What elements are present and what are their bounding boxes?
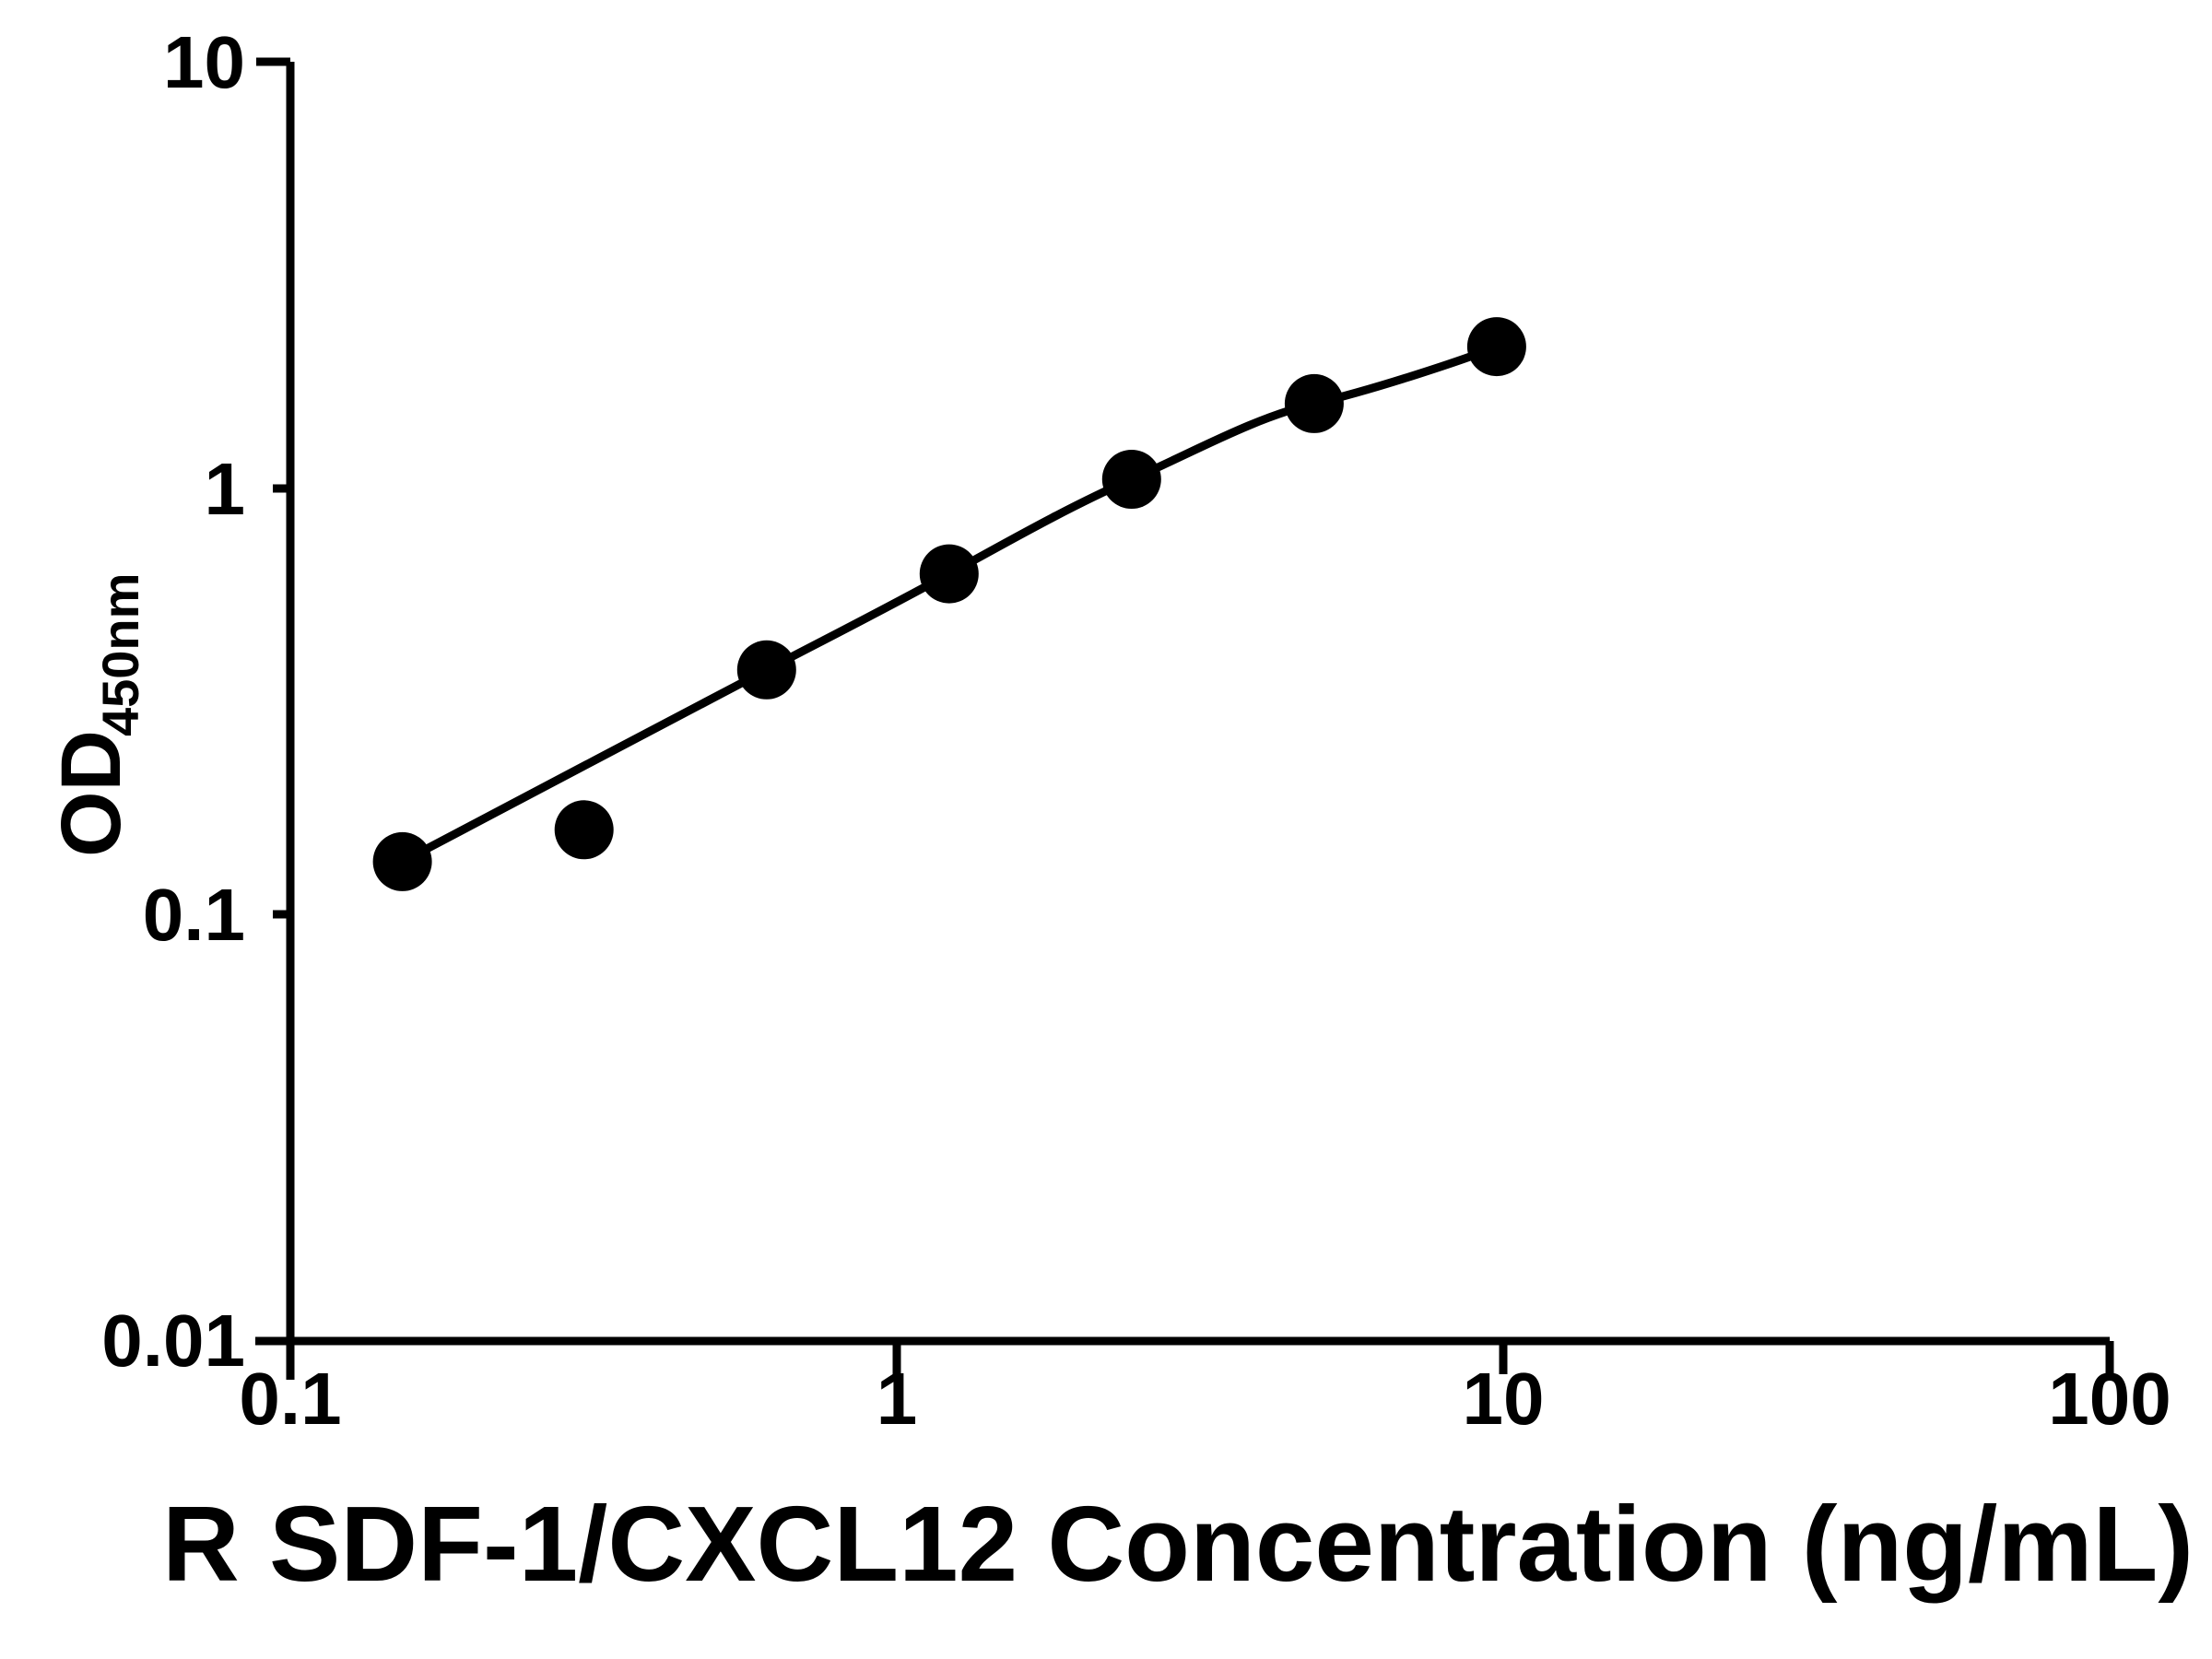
svg-text:0.01: 0.01 bbox=[101, 1300, 245, 1382]
svg-text:10: 10 bbox=[1463, 1358, 1545, 1440]
svg-text:R SDF-1/CXCL12 Concentration (: R SDF-1/CXCL12 Concentration (ng/mL) bbox=[162, 1484, 2194, 1604]
svg-text:1: 1 bbox=[205, 448, 246, 530]
svg-text:0.1: 0.1 bbox=[239, 1358, 341, 1440]
svg-text:450nm: 450nm bbox=[91, 573, 149, 736]
svg-text:0.1: 0.1 bbox=[143, 874, 245, 956]
svg-text:10: 10 bbox=[163, 21, 245, 103]
svg-text:1: 1 bbox=[877, 1358, 918, 1440]
svg-text:OD: OD bbox=[44, 730, 138, 857]
svg-text:100: 100 bbox=[2048, 1358, 2171, 1440]
